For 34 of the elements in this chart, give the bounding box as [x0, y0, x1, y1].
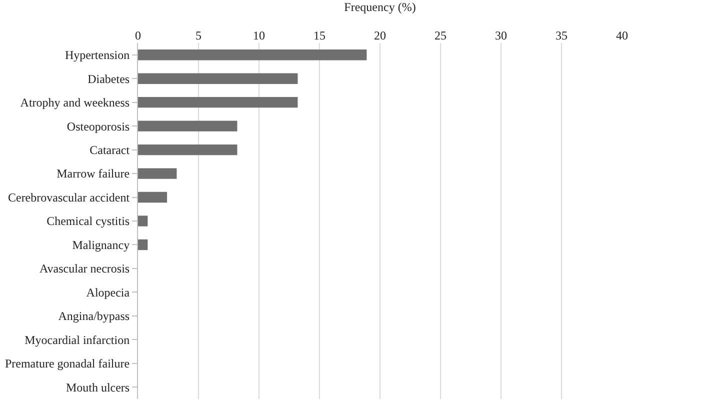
y-tick-label: Avascular necrosis — [40, 262, 130, 276]
y-tick-label: Atrophy and weekness — [20, 96, 130, 110]
y-tick-label: Cataract — [90, 143, 130, 157]
x-tick-label: 30 — [495, 28, 507, 43]
x-tick-label: 15 — [314, 28, 326, 43]
bar — [138, 192, 168, 203]
y-tick-label: Diabetes — [88, 72, 130, 86]
bar — [138, 120, 238, 132]
bar — [138, 239, 148, 250]
y-tick-label: Marrow failure — [56, 166, 130, 181]
y-tick-label: Mouth ulcers — [66, 380, 130, 394]
x-tick-label: 5 — [196, 28, 202, 43]
x-tick-label: 20 — [374, 28, 386, 43]
bar — [138, 50, 367, 60]
bar — [138, 73, 298, 84]
bar — [138, 96, 298, 108]
y-tick-label: Chemical cystitis — [46, 214, 130, 228]
bar — [138, 216, 148, 226]
x-tick-label: 10 — [253, 28, 265, 43]
bar — [138, 168, 177, 179]
y-tick-label: Osteoporosis — [66, 119, 130, 134]
y-tick-label: Malignancy — [72, 238, 130, 252]
bar — [138, 144, 238, 156]
y-tick-label: Myocardial infarction — [24, 332, 130, 347]
x-axis-title: Frequency (%) — [344, 0, 416, 14]
y-tick-label: Premature gonadal failure — [4, 356, 130, 371]
y-tick-label: Hypertension — [64, 48, 130, 62]
y-tick-label: Alopecia — [86, 285, 130, 300]
x-tick-label: 0 — [135, 28, 141, 43]
y-tick-label: Angina/bypass — [58, 309, 130, 324]
x-tick-label: 25 — [434, 28, 446, 43]
y-tick-label: Cerebrovascular accident — [8, 190, 130, 204]
x-tick-label: 35 — [556, 28, 568, 43]
x-tick-label: 40 — [616, 28, 628, 43]
